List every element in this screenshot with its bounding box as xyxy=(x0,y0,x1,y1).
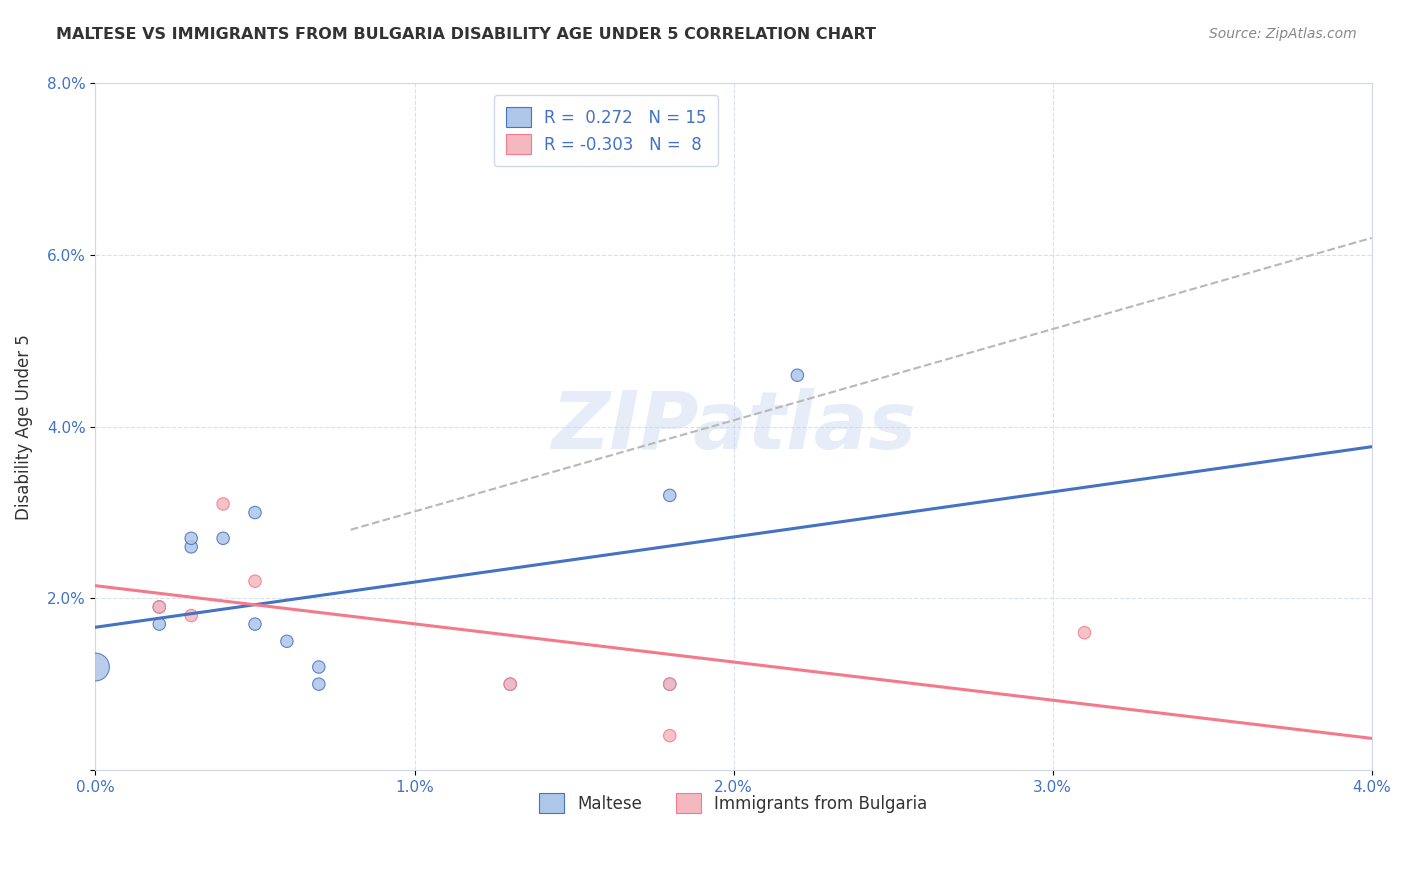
Text: ZIPatlas: ZIPatlas xyxy=(551,388,917,466)
Point xyxy=(1073,625,1095,640)
Y-axis label: Disability Age Under 5: Disability Age Under 5 xyxy=(15,334,32,520)
Point xyxy=(308,660,330,674)
Text: MALTESE VS IMMIGRANTS FROM BULGARIA DISABILITY AGE UNDER 5 CORRELATION CHART: MALTESE VS IMMIGRANTS FROM BULGARIA DISA… xyxy=(56,27,876,42)
Point xyxy=(148,599,170,614)
Point xyxy=(84,660,107,674)
Point xyxy=(180,540,202,554)
Text: Source: ZipAtlas.com: Source: ZipAtlas.com xyxy=(1209,27,1357,41)
Legend: Maltese, Immigrants from Bulgaria: Maltese, Immigrants from Bulgaria xyxy=(530,783,938,823)
Point xyxy=(212,531,235,545)
Point xyxy=(180,531,202,545)
Point xyxy=(658,488,681,502)
Point xyxy=(243,617,266,632)
Point xyxy=(148,599,170,614)
Point xyxy=(499,677,522,691)
Point xyxy=(243,506,266,520)
Point xyxy=(658,677,681,691)
Point xyxy=(180,608,202,623)
Point xyxy=(212,497,235,511)
Point xyxy=(243,574,266,589)
Point xyxy=(499,677,522,691)
Point xyxy=(148,617,170,632)
Point xyxy=(658,677,681,691)
Point xyxy=(658,729,681,743)
Point xyxy=(786,368,808,383)
Point xyxy=(308,677,330,691)
Point xyxy=(276,634,298,648)
